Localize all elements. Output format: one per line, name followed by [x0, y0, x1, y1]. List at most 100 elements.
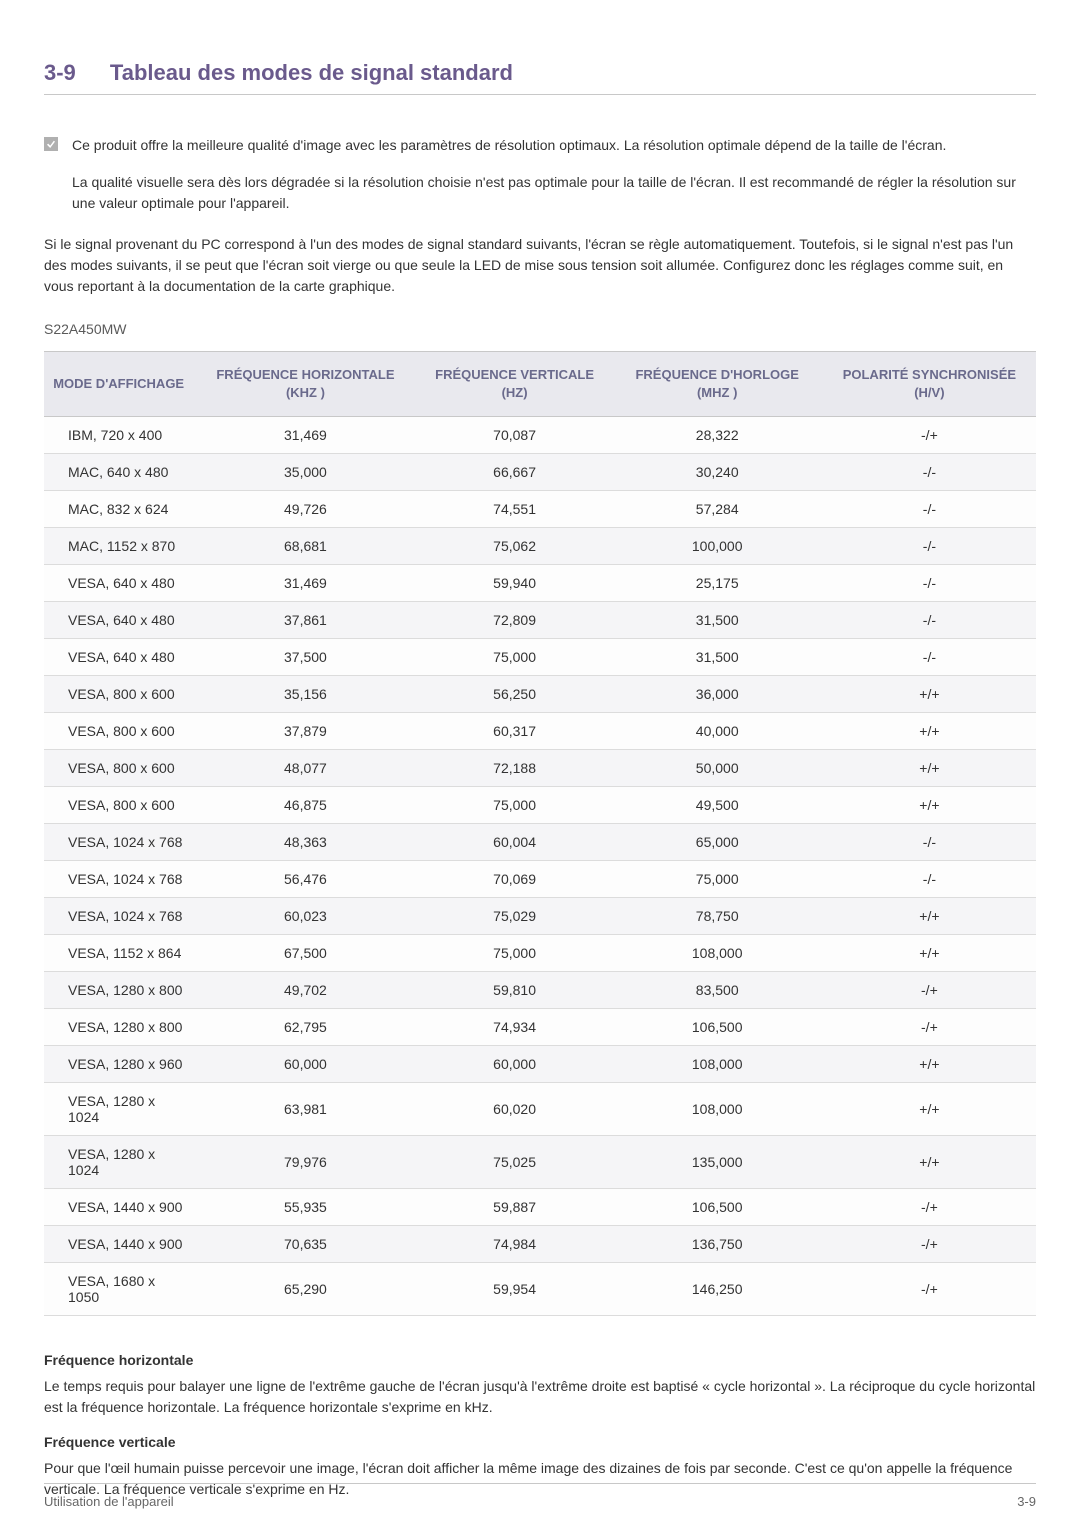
- col-clock: FRÉQUENCE D'HORLOGE (MHZ ): [612, 352, 823, 417]
- table-cell: 25,175: [612, 565, 823, 602]
- table-row: MAC, 832 x 62449,72674,55157,284-/-: [44, 491, 1036, 528]
- table-cell: MAC, 1152 x 870: [44, 528, 193, 565]
- table-cell: 74,551: [418, 491, 612, 528]
- table-cell: 57,284: [612, 491, 823, 528]
- def-heading-horizontal: Fréquence horizontale: [44, 1352, 1036, 1368]
- table-row: IBM, 720 x 40031,46970,08728,322-/+: [44, 417, 1036, 454]
- table-cell: 135,000: [612, 1136, 823, 1189]
- table-cell: VESA, 1440 x 900: [44, 1226, 193, 1263]
- table-cell: +/+: [823, 676, 1036, 713]
- table-cell: -/-: [823, 602, 1036, 639]
- table-row: VESA, 1440 x 90070,63574,984136,750-/+: [44, 1226, 1036, 1263]
- table-cell: -/+: [823, 1226, 1036, 1263]
- table-cell: 60,023: [193, 898, 417, 935]
- table-cell: VESA, 1680 x 1050: [44, 1263, 193, 1316]
- table-cell: VESA, 1024 x 768: [44, 824, 193, 861]
- table-cell: 66,667: [418, 454, 612, 491]
- table-cell: 68,681: [193, 528, 417, 565]
- table-cell: -/-: [823, 565, 1036, 602]
- table-cell: 108,000: [612, 935, 823, 972]
- table-cell: -/+: [823, 1263, 1036, 1316]
- note-paragraph-2: La qualité visuelle sera dès lors dégrad…: [72, 172, 1036, 214]
- table-cell: -/-: [823, 454, 1036, 491]
- table-cell: VESA, 1280 x 1024: [44, 1083, 193, 1136]
- table-row: VESA, 1280 x 102479,97675,025135,000+/+: [44, 1136, 1036, 1189]
- table-cell: 31,500: [612, 602, 823, 639]
- table-row: VESA, 800 x 60037,87960,31740,000+/+: [44, 713, 1036, 750]
- table-cell: +/+: [823, 750, 1036, 787]
- table-cell: 75,062: [418, 528, 612, 565]
- table-cell: 70,635: [193, 1226, 417, 1263]
- signal-modes-table: MODE D'AFFICHAGE FRÉQUENCE HORIZONTALE (…: [44, 351, 1036, 1316]
- table-cell: 65,290: [193, 1263, 417, 1316]
- table-cell: 59,940: [418, 565, 612, 602]
- table-cell: VESA, 1280 x 800: [44, 1009, 193, 1046]
- table-row: VESA, 1680 x 105065,29059,954146,250-/+: [44, 1263, 1036, 1316]
- table-row: VESA, 640 x 48037,50075,00031,500-/-: [44, 639, 1036, 676]
- table-cell: 59,810: [418, 972, 612, 1009]
- table-cell: 60,004: [418, 824, 612, 861]
- table-cell: 48,363: [193, 824, 417, 861]
- table-cell: 37,500: [193, 639, 417, 676]
- table-cell: -/-: [823, 861, 1036, 898]
- table-cell: 35,000: [193, 454, 417, 491]
- table-cell: VESA, 640 x 480: [44, 639, 193, 676]
- model-label: S22A450MW: [44, 321, 1036, 337]
- table-cell: 60,317: [418, 713, 612, 750]
- note-block: Ce produit offre la meilleure qualité d'…: [44, 135, 1036, 214]
- table-cell: VESA, 640 x 480: [44, 602, 193, 639]
- table-cell: 72,188: [418, 750, 612, 787]
- table-cell: 50,000: [612, 750, 823, 787]
- table-cell: 63,981: [193, 1083, 417, 1136]
- table-row: VESA, 1024 x 76860,02375,02978,750+/+: [44, 898, 1036, 935]
- table-header-row: MODE D'AFFICHAGE FRÉQUENCE HORIZONTALE (…: [44, 352, 1036, 417]
- table-cell: 60,020: [418, 1083, 612, 1136]
- table-cell: 108,000: [612, 1083, 823, 1136]
- table-cell: 28,322: [612, 417, 823, 454]
- table-cell: -/-: [823, 528, 1036, 565]
- table-cell: 75,000: [612, 861, 823, 898]
- table-cell: 106,500: [612, 1009, 823, 1046]
- table-cell: 74,984: [418, 1226, 612, 1263]
- table-cell: 37,879: [193, 713, 417, 750]
- table-cell: 60,000: [418, 1046, 612, 1083]
- table-cell: 31,500: [612, 639, 823, 676]
- table-cell: 136,750: [612, 1226, 823, 1263]
- table-row: VESA, 1024 x 76848,36360,00465,000-/-: [44, 824, 1036, 861]
- table-cell: 79,976: [193, 1136, 417, 1189]
- table-cell: +/+: [823, 1083, 1036, 1136]
- table-cell: VESA, 800 x 600: [44, 713, 193, 750]
- table-row: VESA, 1152 x 86467,50075,000108,000+/+: [44, 935, 1036, 972]
- footer-right: 3-9: [1017, 1494, 1036, 1509]
- table-cell: 30,240: [612, 454, 823, 491]
- table-cell: 108,000: [612, 1046, 823, 1083]
- table-cell: 74,934: [418, 1009, 612, 1046]
- table-cell: 49,702: [193, 972, 417, 1009]
- table-cell: VESA, 800 x 600: [44, 676, 193, 713]
- table-cell: 48,077: [193, 750, 417, 787]
- table-cell: -/+: [823, 417, 1036, 454]
- table-row: VESA, 1280 x 102463,98160,020108,000+/+: [44, 1083, 1036, 1136]
- table-cell: 75,000: [418, 935, 612, 972]
- table-cell: VESA, 800 x 600: [44, 787, 193, 824]
- def-heading-vertical: Fréquence verticale: [44, 1434, 1036, 1450]
- table-row: VESA, 800 x 60035,15656,25036,000+/+: [44, 676, 1036, 713]
- table-cell: 70,069: [418, 861, 612, 898]
- table-cell: 55,935: [193, 1189, 417, 1226]
- table-row: VESA, 1440 x 90055,93559,887106,500-/+: [44, 1189, 1036, 1226]
- table-row: VESA, 1024 x 76856,47670,06975,000-/-: [44, 861, 1036, 898]
- table-cell: 36,000: [612, 676, 823, 713]
- table-cell: 31,469: [193, 417, 417, 454]
- table-cell: +/+: [823, 898, 1036, 935]
- table-cell: +/+: [823, 935, 1036, 972]
- table-cell: 65,000: [612, 824, 823, 861]
- table-cell: IBM, 720 x 400: [44, 417, 193, 454]
- table-cell: VESA, 1280 x 960: [44, 1046, 193, 1083]
- table-cell: VESA, 640 x 480: [44, 565, 193, 602]
- table-cell: 75,029: [418, 898, 612, 935]
- table-cell: VESA, 1024 x 768: [44, 898, 193, 935]
- table-cell: 56,250: [418, 676, 612, 713]
- footer-left: Utilisation de l'appareil: [44, 1494, 174, 1509]
- table-cell: 75,025: [418, 1136, 612, 1189]
- table-cell: -/-: [823, 639, 1036, 676]
